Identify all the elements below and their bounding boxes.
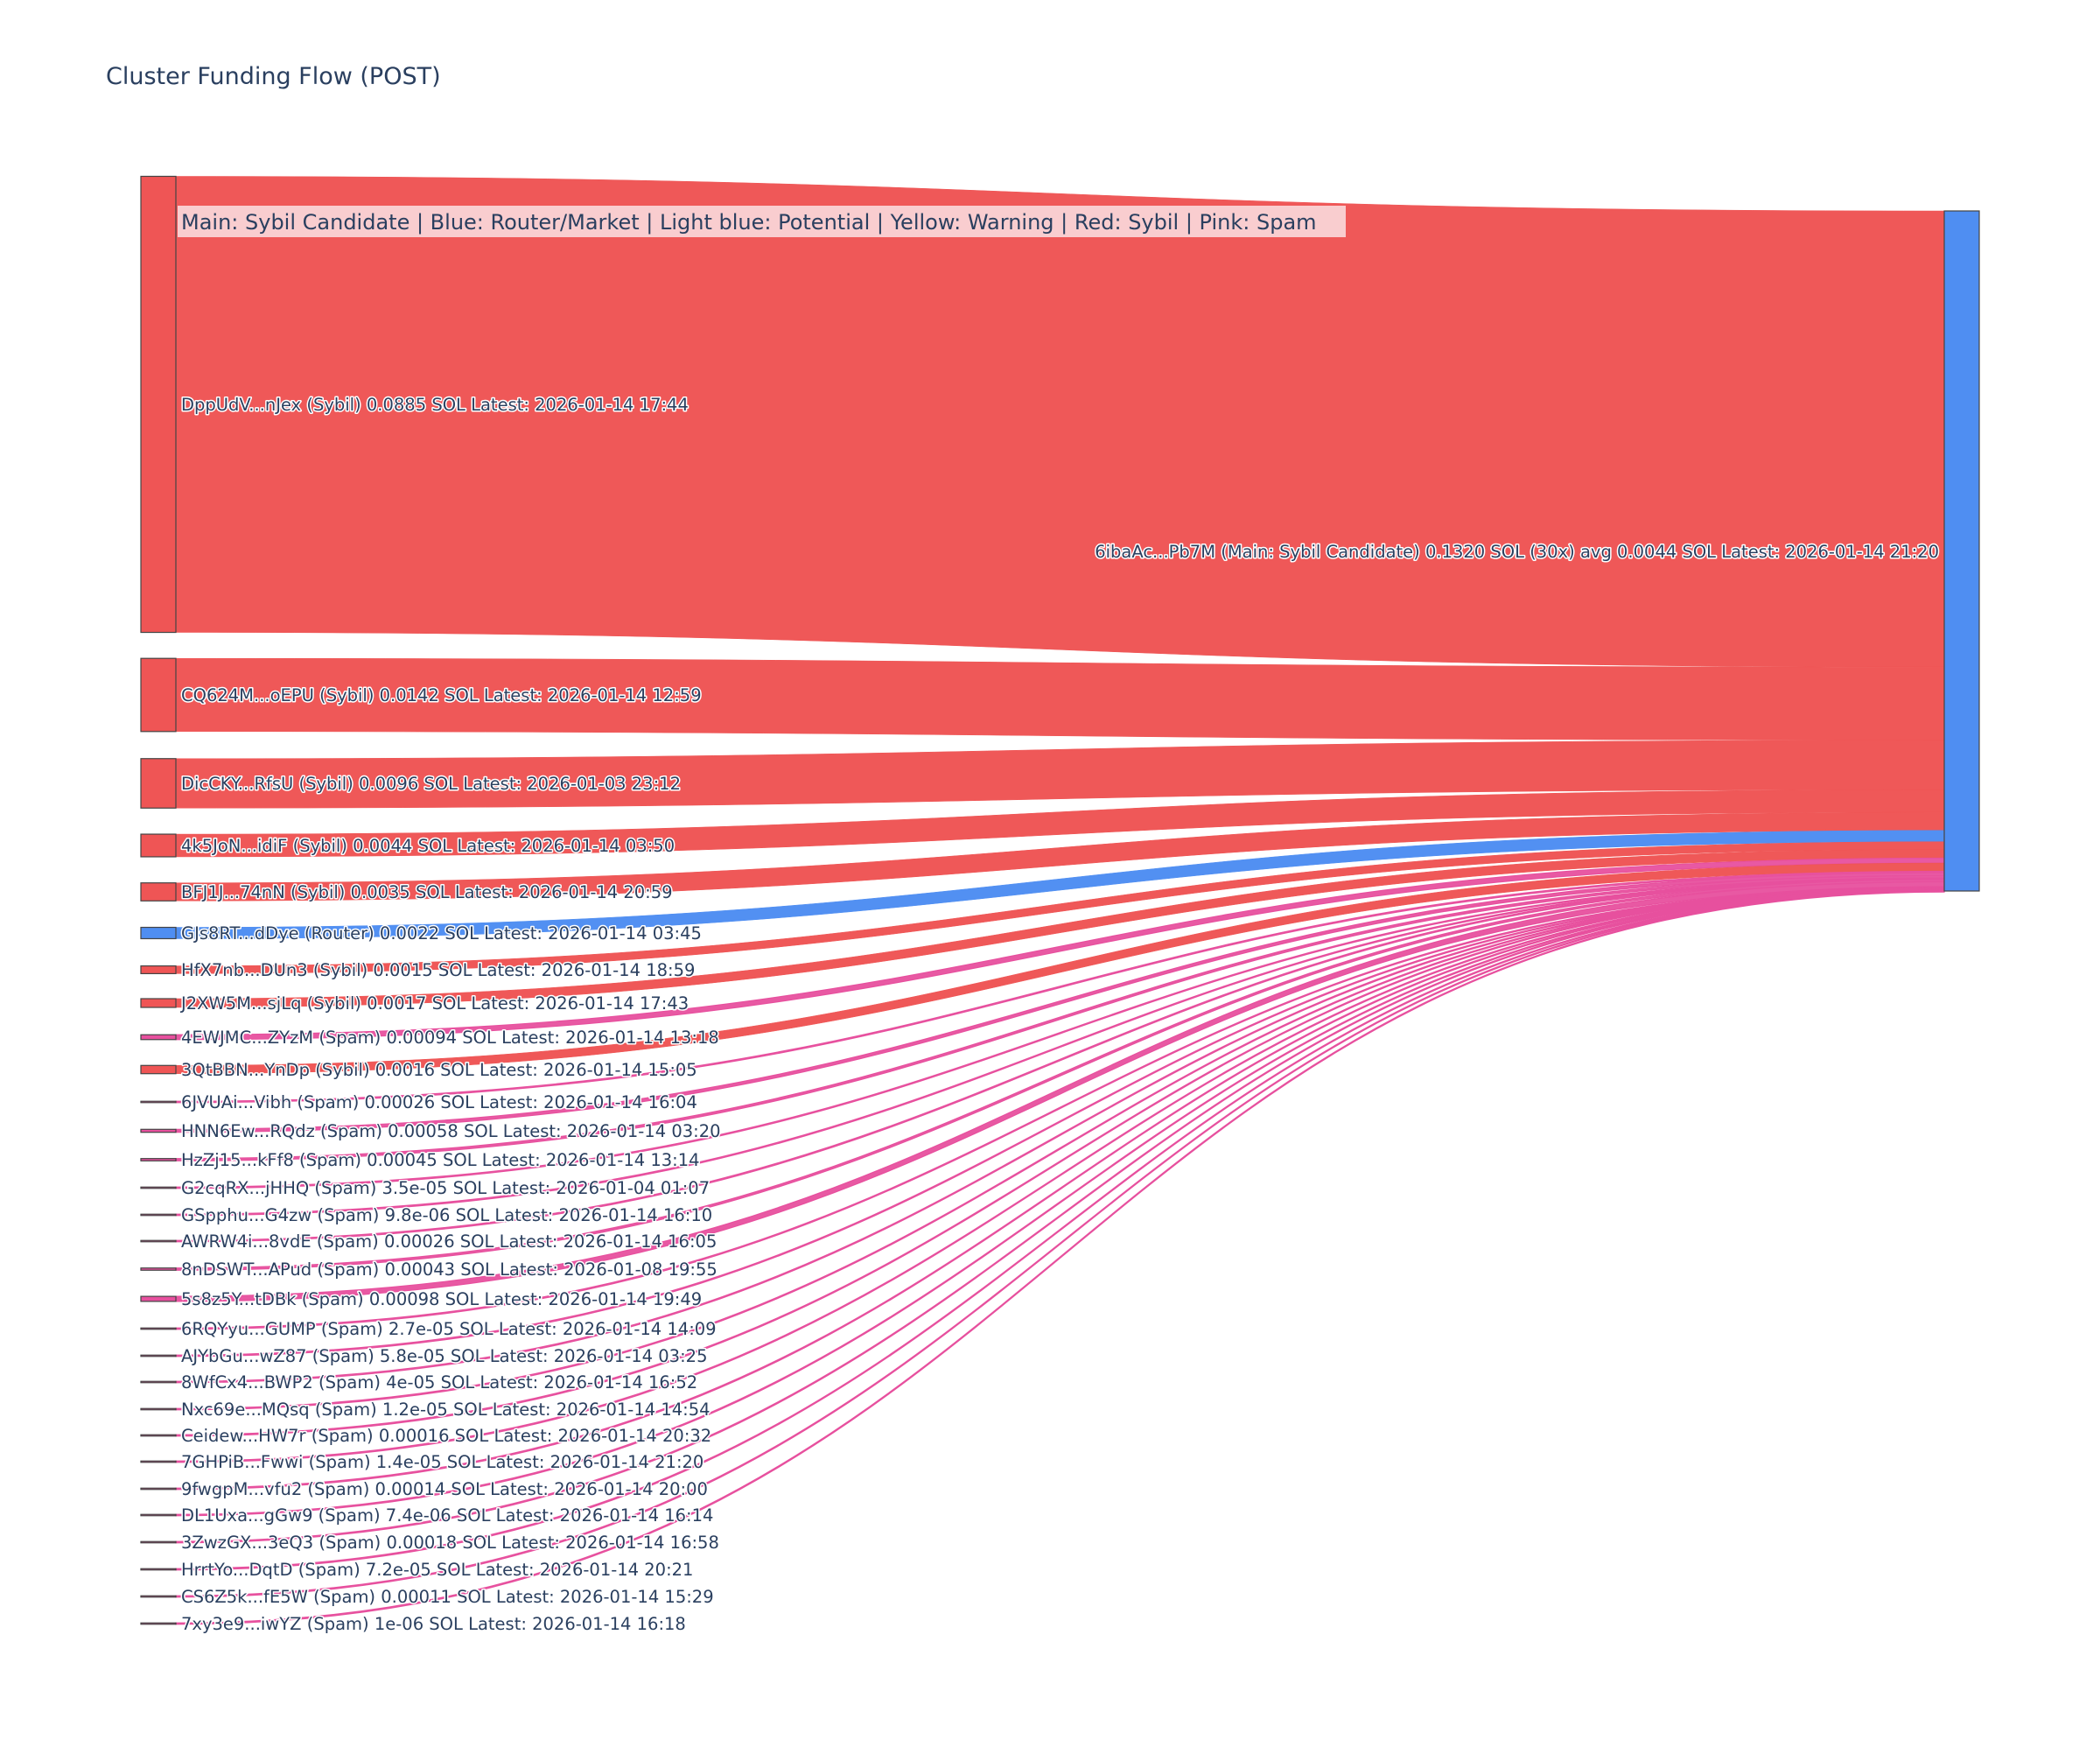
source-node[interactable]: [140, 1213, 177, 1217]
source-node-label: AWRW4i...8vdE (Spam) 0.00026 SOL Latest:…: [181, 1231, 717, 1252]
source-node-label: 7xy3e9...iwYZ (Spam) 1e-06 SOL Latest: 2…: [181, 1614, 686, 1634]
source-node-label: J2XW5M...sjLq (Sybil) 0.0017 SOL Latest:…: [179, 993, 689, 1014]
source-node-label: HzZj15...kFf8 (Spam) 0.00045 SOL Latest:…: [181, 1150, 700, 1170]
source-node-label: 4EWJMC...ZYzM (Spam) 0.00094 SOL Latest:…: [181, 1028, 719, 1048]
source-node-label: 4k5JoN...idiF (Sybil) 0.0044 SOL Latest:…: [181, 836, 675, 856]
flow-link: [175, 890, 1945, 1625]
source-node-label: HrrtYo...DqtD (Spam) 7.2e-05 SOL Latest:…: [181, 1560, 693, 1580]
source-node[interactable]: [140, 1354, 177, 1358]
source-node-label: GSpphu...G4zw (Spam) 9.8e-06 SOL Latest:…: [181, 1205, 712, 1225]
source-node[interactable]: [140, 1568, 177, 1571]
legend-text: Main: Sybil Candidate | Blue: Router/Mar…: [181, 210, 1317, 235]
source-node[interactable]: [140, 998, 177, 1008]
source-node[interactable]: [140, 1540, 177, 1544]
source-node[interactable]: [140, 1158, 177, 1161]
source-node[interactable]: [140, 1186, 177, 1189]
source-node-label: BFJ1J...74nN (Sybil) 0.0035 SOL Latest: …: [181, 882, 673, 902]
page-title: Cluster Funding Flow (POST): [106, 63, 441, 90]
source-node[interactable]: [140, 1267, 177, 1271]
source-node-label: Ceidew...HW7r (Spam) 0.00016 SOL Latest:…: [181, 1426, 711, 1446]
source-node[interactable]: [140, 882, 177, 902]
source-node-label: 3QtBBN...YnDp (Sybil) 0.0016 SOL Latest:…: [181, 1060, 697, 1080]
node-labels: DppUdV...nJex (Sybil) 0.0885 SOL Latest:…: [178, 394, 1941, 1636]
source-node-label: G2cqRX...jHHQ (Spam) 3.5e-05 SOL Latest:…: [181, 1178, 710, 1198]
source-node[interactable]: [140, 1460, 177, 1463]
legend-box: Main: Sybil Candidate | Blue: Router/Mar…: [178, 206, 1346, 237]
source-node-label: CQ624M...oEPU (Sybil) 0.0142 SOL Latest:…: [181, 685, 702, 705]
source-node-label: HNN6Ew...RQdz (Spam) 0.00058 SOL Latest:…: [181, 1121, 721, 1141]
source-node[interactable]: [140, 1100, 177, 1104]
flow-link: [175, 176, 1945, 668]
source-node[interactable]: [140, 1327, 177, 1330]
source-node[interactable]: [140, 1128, 177, 1133]
source-node-label: DicCKY...RfsU (Sybil) 0.0096 SOL Latest:…: [181, 774, 681, 794]
source-node[interactable]: [140, 965, 177, 975]
source-node[interactable]: [140, 1380, 177, 1384]
flow-links: [175, 176, 1945, 1625]
source-node[interactable]: [140, 1513, 177, 1517]
target-node[interactable]: [1943, 210, 1980, 892]
flow-nodes: [140, 175, 1980, 1625]
source-node[interactable]: [140, 833, 177, 858]
target-node-label: 6ibaAc...Pb7M (Main: Sybil Candidate) 0.…: [1095, 542, 1939, 562]
source-node[interactable]: [140, 1487, 177, 1491]
source-node[interactable]: [140, 1407, 177, 1411]
source-node[interactable]: [140, 1595, 177, 1598]
source-node-label: 5s8z5Y...tDBk (Spam) 0.00098 SOL Latest:…: [181, 1289, 702, 1309]
source-node-label: HfX7nb...DUn3 (Sybil) 0.0015 SOL Latest:…: [181, 960, 695, 980]
source-node-label: 3ZwzGX...3eQ3 (Spam) 0.00018 SOL Latest:…: [181, 1533, 719, 1553]
source-node-label: 6JVUAi...Vibh (Spam) 0.00026 SOL Latest:…: [181, 1092, 697, 1112]
source-node[interactable]: [140, 1064, 177, 1075]
source-node[interactable]: [140, 758, 177, 809]
source-node-label: 6RQYyu...GUMP (Spam) 2.7e-05 SOL Latest:…: [181, 1319, 717, 1339]
legend-background: [178, 206, 1346, 237]
source-node[interactable]: [140, 1434, 177, 1437]
source-node[interactable]: [140, 1034, 177, 1041]
source-node-label: 8WfCx4...BWP2 (Spam) 4e-05 SOL Latest: 2…: [181, 1372, 697, 1393]
source-node[interactable]: [140, 926, 177, 940]
source-node-label: Nxc69e...MQsq (Spam) 1.2e-05 SOL Latest:…: [181, 1400, 710, 1420]
source-node-label: AJYbGu...wZ87 (Spam) 5.8e-05 SOL Latest:…: [181, 1346, 707, 1366]
source-node-label: 8nDSWT...APud (Spam) 0.00043 SOL Latest:…: [181, 1259, 718, 1280]
source-node-label: 7GHPiB...Fwwi (Spam) 1.4e-05 SOL Latest:…: [181, 1452, 704, 1472]
source-node-label: DL1Uxa...gGw9 (Spam) 7.4e-06 SOL Latest:…: [181, 1505, 713, 1526]
source-node[interactable]: [140, 1295, 177, 1302]
source-node[interactable]: [140, 657, 177, 733]
source-node-label: CS6Z5k...fE5W (Spam) 0.00011 SOL Latest:…: [181, 1587, 714, 1607]
source-node[interactable]: [140, 1622, 177, 1625]
flow-link: [175, 874, 1945, 1161]
source-node[interactable]: [140, 175, 177, 634]
source-node-label: DppUdV...nJex (Sybil) 0.0885 SOL Latest:…: [181, 395, 689, 415]
source-node-label: GJs8RT...dDye (Router) 0.0022 SOL Latest…: [181, 923, 702, 944]
source-node-label: 9fwgpM...vfu2 (Spam) 0.00014 SOL Latest:…: [181, 1479, 708, 1499]
source-node[interactable]: [140, 1239, 177, 1243]
